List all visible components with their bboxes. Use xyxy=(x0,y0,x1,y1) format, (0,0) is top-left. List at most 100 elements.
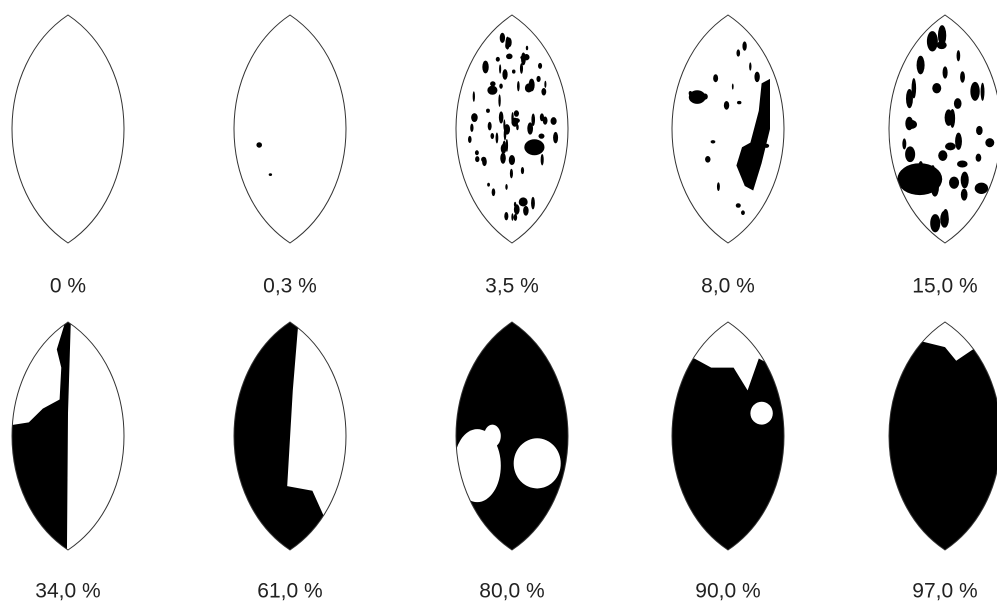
lesion xyxy=(926,31,938,52)
lesion xyxy=(916,55,925,75)
lesion xyxy=(517,80,520,92)
leaf-surface xyxy=(672,322,784,550)
lesion xyxy=(523,205,529,216)
lesion xyxy=(495,56,500,62)
leaf-outline xyxy=(888,14,997,244)
lesion xyxy=(518,197,528,207)
lesion xyxy=(713,74,719,83)
lesion xyxy=(716,182,720,191)
leaf-outline xyxy=(11,14,125,244)
lesion xyxy=(471,113,478,123)
lesion xyxy=(495,132,499,144)
lesion xyxy=(949,176,960,189)
lesion xyxy=(513,110,519,117)
lesion xyxy=(976,125,983,136)
lesion xyxy=(513,213,518,221)
lesion xyxy=(742,41,747,51)
leaf xyxy=(456,322,568,550)
lesion xyxy=(487,121,492,131)
lesion xyxy=(519,63,524,74)
leaf-outline xyxy=(888,321,997,551)
lesion xyxy=(256,142,263,148)
lesion xyxy=(513,204,520,215)
lesion xyxy=(741,210,745,216)
lesion xyxy=(511,117,519,127)
lesion xyxy=(902,138,907,150)
lesion xyxy=(956,50,961,62)
lesion xyxy=(521,52,526,66)
lesion xyxy=(531,113,536,126)
lesion xyxy=(754,71,760,83)
lesion xyxy=(524,139,545,156)
lesion xyxy=(491,188,496,197)
leaf xyxy=(889,15,997,243)
leaf xyxy=(456,15,568,243)
lesion xyxy=(486,108,490,113)
lesion xyxy=(511,69,516,74)
leaf xyxy=(234,15,346,243)
leaf-outline xyxy=(233,14,347,244)
leaf-outline xyxy=(671,321,785,551)
lesion xyxy=(474,150,479,156)
lesion xyxy=(731,83,734,90)
leaf-outline xyxy=(455,321,569,551)
severity-label: 80,0 % xyxy=(479,580,544,603)
lesion xyxy=(710,140,716,144)
lesion xyxy=(980,82,985,101)
lesion xyxy=(484,63,487,68)
lesion xyxy=(940,210,949,228)
lesion xyxy=(911,78,917,99)
leaf-surface xyxy=(672,15,784,243)
lesion xyxy=(500,152,506,164)
lesion xyxy=(942,66,948,79)
lesion xyxy=(538,62,543,69)
lesion xyxy=(330,218,334,222)
lesion xyxy=(498,111,504,124)
lesion xyxy=(509,168,513,179)
lesion xyxy=(735,203,741,208)
lesion xyxy=(484,424,501,448)
lesion xyxy=(955,132,962,150)
severity-label: 15,0 % xyxy=(912,275,977,298)
lesion xyxy=(541,87,547,96)
severity-label: 0 % xyxy=(50,275,86,298)
lesion xyxy=(905,146,916,163)
lesion xyxy=(945,142,956,151)
lesion xyxy=(944,109,953,126)
lesion xyxy=(511,213,514,221)
lesion xyxy=(475,156,480,163)
lesion xyxy=(723,100,730,110)
lesion xyxy=(505,184,508,190)
leaf-outline xyxy=(455,14,569,244)
lesion xyxy=(481,156,487,163)
lesion xyxy=(503,124,511,135)
lesion xyxy=(905,88,913,109)
lesion xyxy=(749,62,752,71)
lesion xyxy=(520,166,525,175)
severity-label: 90,0 % xyxy=(695,580,760,603)
leaf-outline xyxy=(11,321,125,551)
lesion xyxy=(513,438,561,489)
lesion xyxy=(705,156,711,163)
lesion xyxy=(905,119,918,129)
lesion xyxy=(531,196,535,210)
lesion xyxy=(985,138,995,148)
lesion xyxy=(736,78,770,191)
lesion xyxy=(550,117,557,125)
lesion xyxy=(956,160,968,168)
lesion xyxy=(960,171,969,189)
lesion xyxy=(472,91,475,102)
lesion xyxy=(542,116,548,125)
lesion xyxy=(505,138,509,152)
lesion xyxy=(536,75,541,82)
leaf xyxy=(12,15,124,243)
lesion xyxy=(524,83,533,93)
lesion xyxy=(499,32,506,44)
lesion xyxy=(527,122,534,135)
leaf-outline xyxy=(671,14,785,244)
leaf-surface xyxy=(234,15,346,243)
lesion xyxy=(553,131,559,144)
lesion xyxy=(502,69,508,80)
leaf xyxy=(889,322,997,550)
severity-label: 97,0 % xyxy=(912,580,977,603)
